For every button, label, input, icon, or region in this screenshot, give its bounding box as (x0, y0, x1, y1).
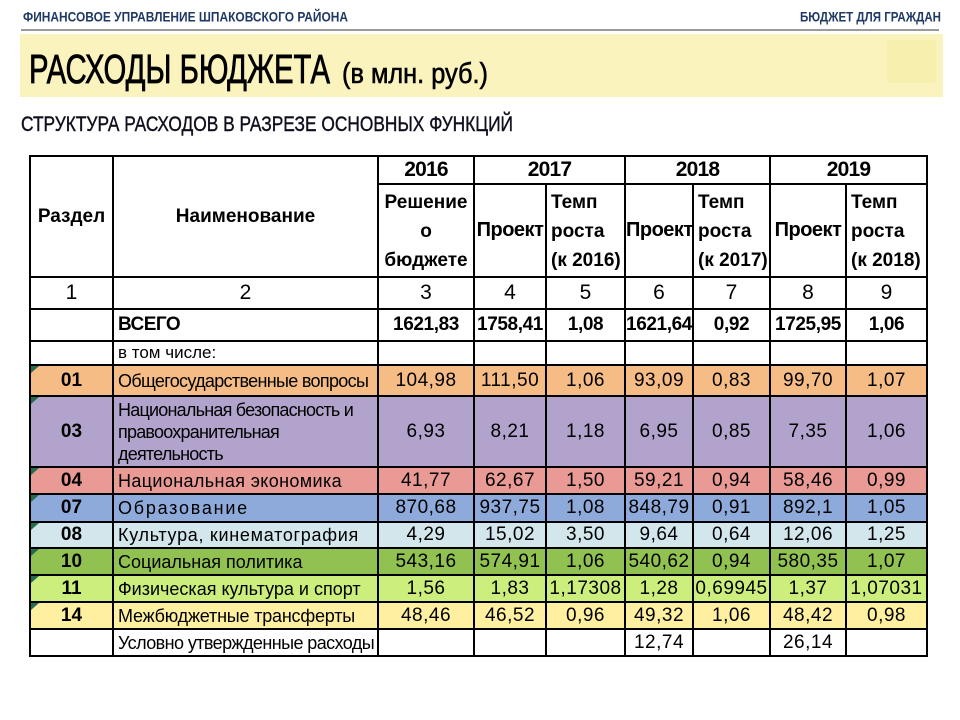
svg-text:(в млн. руб.): (в млн. руб.) (342, 58, 488, 90)
svg-text:СТРУКТУРА РАСХОДОВ В РАЗРЕЗЕ О: СТРУКТУРА РАСХОДОВ В РАЗРЕЗЕ ОСНОВНЫХ ФУ… (21, 112, 513, 136)
svg-text:БЮДЖЕТ ДЛЯ ГРАЖДАН: БЮДЖЕТ ДЛЯ ГРАЖДАН (800, 9, 941, 25)
svg-text:ФИНАНСОВОЕ УПРАВЛЕНИЕ ШПАКОВСК: ФИНАНСОВОЕ УПРАВЛЕНИЕ ШПАКОВСКОГО РАЙОНА (23, 8, 348, 25)
svg-text:РАСХОДЫ БЮДЖЕТА: РАСХОДЫ БЮДЖЕТА (29, 46, 330, 92)
